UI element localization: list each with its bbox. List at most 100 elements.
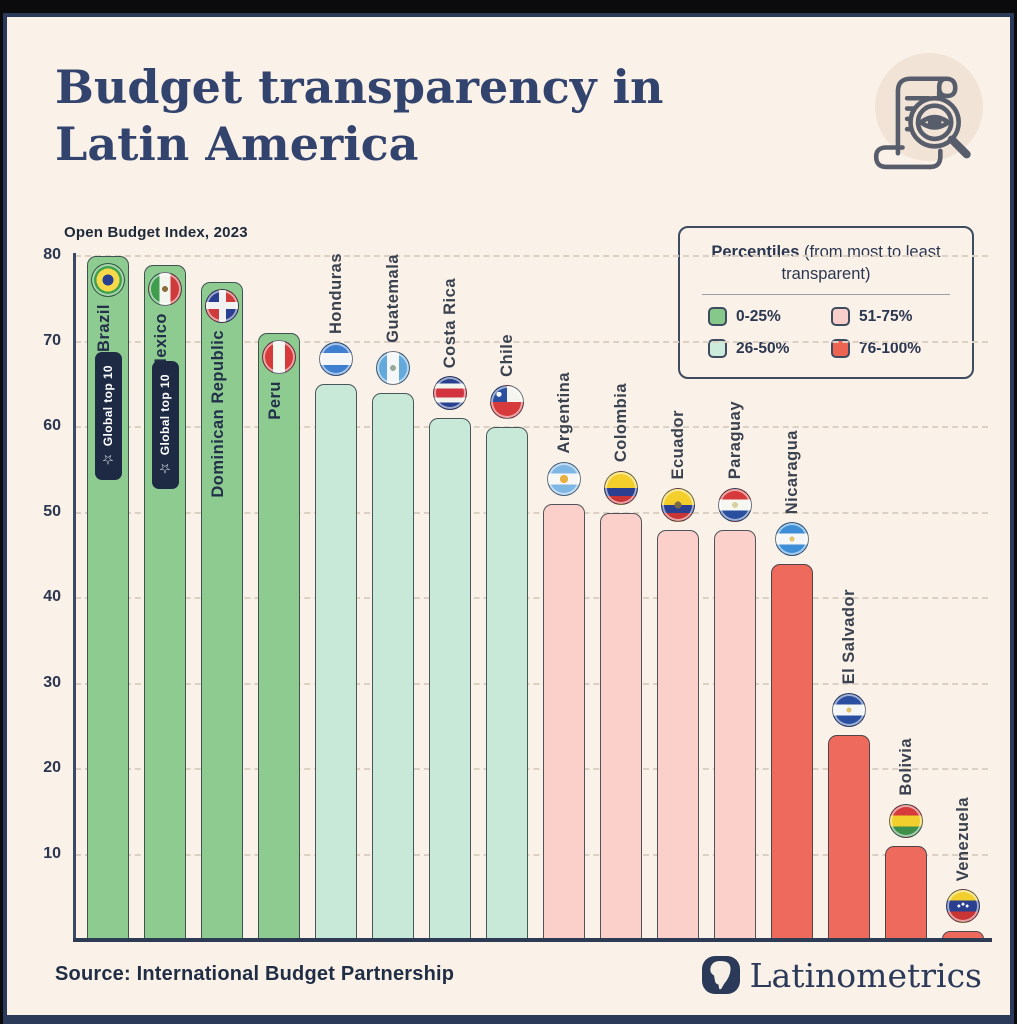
brand-lockup: Latinometrics <box>701 955 982 995</box>
gridline-50 <box>75 511 988 514</box>
gridline-30 <box>75 682 988 685</box>
bar-bolivia <box>885 845 927 939</box>
bar-peru <box>258 332 300 939</box>
bar-ecuador <box>657 529 699 939</box>
legend-item-76-100: 76-100% <box>831 339 954 358</box>
country-name: Paraguay <box>725 401 744 480</box>
country-label-bolivia: Bolivia <box>893 576 919 796</box>
page-title: Budget transparency in Latin America <box>55 59 663 173</box>
gridline-70 <box>75 340 988 343</box>
country-name: Chile <box>497 334 516 377</box>
country-name: Peru <box>266 380 284 420</box>
country-label-el-salvador: El Salvador <box>836 465 862 685</box>
country-label-paraguay: Paraguay <box>722 260 748 480</box>
bar-el-salvador <box>828 734 870 939</box>
gridline-60 <box>75 426 988 428</box>
country-name: Brazil <box>95 304 113 352</box>
country-label-dominican-republic: Dominican Republic <box>209 330 228 503</box>
gridline-40 <box>75 597 988 599</box>
y-axis-line <box>73 253 76 941</box>
country-name: El Salvador <box>839 589 858 685</box>
country-label-venezuela: Venezuela <box>950 661 976 881</box>
peru-flag-icon <box>262 339 296 374</box>
star-icon: ☆ <box>100 446 115 467</box>
bar-dominican-republic <box>201 281 243 939</box>
ecuador-flag-icon <box>661 487 695 522</box>
chart-area: 10 20 30 40 50 60 70 80 Brazil ☆ Global top 10 Mex… <box>7 17 1010 1015</box>
gridline-10 <box>75 853 988 856</box>
y-axis-tick-30: 30 <box>43 673 61 691</box>
legend-swatch <box>831 307 850 326</box>
bar-costa-rica <box>429 418 471 939</box>
legend-swatch <box>708 307 727 326</box>
country-label-chile: Chile <box>494 157 520 377</box>
y-axis-tick-20: 20 <box>43 759 61 776</box>
country-name: Argentina <box>554 372 573 454</box>
country-name: Costa Rica <box>440 278 459 369</box>
country-name: Dominican Republic <box>209 329 227 498</box>
bar-nicaragua <box>771 563 813 939</box>
y-axis-tick-70: 70 <box>43 331 61 349</box>
country-label-costa-rica: Costa Rica <box>437 148 463 368</box>
country-name: Guatemala <box>383 253 402 343</box>
country-name: Venezuela <box>953 797 972 882</box>
legend-divider <box>702 294 950 295</box>
global-top10-badge-mexico: ☆ Global top 10 <box>151 360 179 489</box>
y-axis-tick-10: 10 <box>43 844 61 862</box>
star-icon: ☆ <box>157 454 172 476</box>
legend-swatch <box>708 339 727 358</box>
global-top10-badge-brazil: ☆ Global top 10 <box>94 352 122 480</box>
brand-name: Latinometrics <box>749 955 982 995</box>
gridline-20 <box>75 768 988 770</box>
bar-honduras <box>315 384 357 939</box>
legend-grid: 0-25% 51-75% 26-50% 76-100% <box>698 307 954 358</box>
dominican-republic-flag-icon <box>205 288 239 323</box>
page-title-line1: Budget transparency in <box>55 60 664 114</box>
chile-flag-icon <box>490 385 524 419</box>
legend-label: 76-100% <box>859 339 922 357</box>
bar-argentina <box>543 503 585 939</box>
y-axis-tick-60: 60 <box>43 417 61 434</box>
latinometrics-globe-icon <box>701 956 740 994</box>
legend-item-0-25: 0-25% <box>708 307 831 326</box>
country-label-brazil: Brazil <box>95 304 114 357</box>
legend-label: 0-25% <box>736 307 781 325</box>
y-axis-tick-50: 50 <box>43 502 61 520</box>
mexico-flag-icon <box>148 271 182 306</box>
country-name: Bolivia <box>896 738 915 796</box>
country-label-argentina: Argentina <box>551 234 577 454</box>
chart-subtitle: Open Budget Index, 2023 <box>64 224 248 241</box>
country-label-honduras: Honduras <box>323 114 349 334</box>
badge-text: ☆ Global top 10 <box>100 357 116 475</box>
page-title-line2: Latin America <box>55 117 419 171</box>
country-name: Ecuador <box>668 410 687 480</box>
el-salvador-flag-icon <box>832 692 866 727</box>
legend-box: Percentiles (from most to least transpar… <box>678 226 974 379</box>
country-label-peru: Peru <box>266 381 285 425</box>
country-label-ecuador: Ecuador <box>665 260 691 480</box>
y-axis-tick-40: 40 <box>43 588 61 605</box>
country-label-colombia: Colombia <box>608 243 634 463</box>
gridline-80 <box>75 255 988 257</box>
bar-chile <box>486 427 528 939</box>
source-note: Source: International Budget Partnership <box>55 963 455 985</box>
country-name: Honduras <box>326 253 345 335</box>
infographic-card: Budget transparency in Latin America Ope… <box>3 13 1014 1024</box>
badge-label: Global top 10 <box>158 373 172 455</box>
guatemala-flag-icon <box>376 350 410 385</box>
country-label-nicaragua: Nicaragua <box>779 294 805 514</box>
country-name: Colombia <box>611 383 630 463</box>
venezuela-flag-icon <box>946 889 980 924</box>
legend-item-51-75: 51-75% <box>831 307 954 326</box>
legend-swatch <box>831 339 850 358</box>
bar-guatemala <box>372 392 414 939</box>
nicaragua-flag-icon <box>775 521 809 556</box>
x-axis-baseline <box>73 938 992 942</box>
paraguay-flag-icon <box>718 487 752 522</box>
country-label-guatemala: Guatemala <box>380 123 406 343</box>
bar-paraguay <box>714 529 756 939</box>
honduras-flag-icon <box>319 342 353 377</box>
y-axis-tick-80: 80 <box>43 246 61 263</box>
bolivia-flag-icon <box>889 803 923 838</box>
budget-scroll-magnifier-icon <box>873 76 971 170</box>
